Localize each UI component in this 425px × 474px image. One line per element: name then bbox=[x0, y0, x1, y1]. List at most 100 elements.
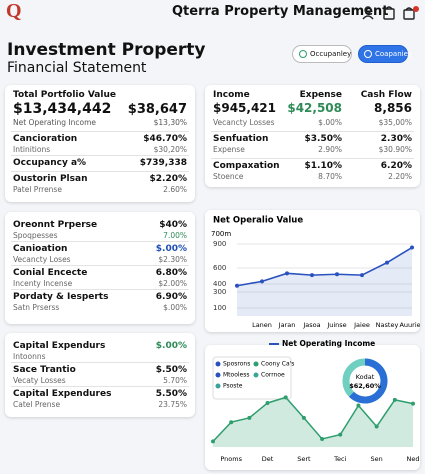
row-note: Intinitions bbox=[13, 145, 51, 154]
cart-icon[interactable] bbox=[403, 7, 415, 20]
data-point bbox=[247, 415, 252, 420]
data-point bbox=[392, 397, 397, 402]
separator bbox=[11, 289, 189, 290]
row-value: 5.50% bbox=[155, 389, 187, 399]
row-note: Patel Prrense bbox=[13, 185, 62, 194]
data-point bbox=[283, 395, 288, 400]
row-note: Vecancty Loses bbox=[13, 255, 71, 264]
company-button[interactable]: Coapaniey bbox=[358, 45, 412, 63]
x-tick-label: Sert bbox=[297, 455, 311, 463]
cell: Compaxation bbox=[213, 161, 280, 171]
y-axis-label: 700m bbox=[211, 230, 231, 238]
button-label: Coapaniey bbox=[375, 50, 413, 58]
column-header: Expense bbox=[299, 90, 342, 100]
data-point bbox=[338, 432, 343, 437]
data-point bbox=[260, 279, 264, 284]
row-note-value: $30,20% bbox=[153, 145, 187, 154]
data-point bbox=[374, 424, 379, 429]
row-label: Capital Expendurs bbox=[13, 341, 106, 351]
y-tick-label: 400 bbox=[213, 280, 226, 288]
x-tick-label: Jaiee bbox=[353, 321, 370, 329]
sub-value: $13,30% bbox=[153, 118, 187, 127]
cell: Expense bbox=[213, 145, 245, 154]
legend-label: Sposrons bbox=[223, 361, 250, 368]
row-value: $46.70% bbox=[143, 134, 187, 144]
legend-swatch bbox=[215, 372, 221, 378]
cell: 6.20% bbox=[380, 161, 412, 171]
row-value: $2.20% bbox=[149, 174, 188, 184]
legend-swatch bbox=[253, 372, 259, 378]
legend-label: Coony Ca's bbox=[261, 361, 294, 368]
x-tick-label: Jasoa bbox=[302, 321, 320, 329]
expenses-card: Oreonnt Prperse $40% Spoqpesses 7.00% Canioa… bbox=[5, 212, 195, 324]
row-value: $.00% bbox=[155, 341, 187, 351]
cell: Vecancty Losses bbox=[213, 118, 275, 127]
y-tick-label: 300 bbox=[213, 288, 226, 296]
data-point bbox=[411, 401, 415, 406]
logo: Q bbox=[6, 0, 22, 22]
line-chart-card: Net Operalio Value 700m 900 600 400 300 100 Lan… bbox=[205, 210, 425, 332]
cell: $1.10% bbox=[304, 161, 343, 171]
x-tick-label: Pnoms bbox=[220, 455, 242, 463]
data-point bbox=[360, 273, 364, 278]
row-note: Spoqpesses bbox=[13, 231, 58, 240]
cashflow-card: Income Expense Cash Flow $945,421 $42,508 8,8… bbox=[205, 85, 420, 187]
data-point bbox=[310, 273, 314, 278]
page-subtitle: Financial Statement bbox=[7, 60, 147, 76]
separator bbox=[11, 131, 189, 132]
cell: 2.30% bbox=[380, 134, 412, 144]
notification-badge bbox=[413, 6, 419, 12]
data-point bbox=[235, 283, 239, 288]
separator bbox=[11, 362, 189, 363]
series-line bbox=[212, 396, 414, 442]
legend-swatch bbox=[215, 383, 221, 389]
main-value: $945,421 bbox=[213, 101, 277, 115]
cell: $35,00% bbox=[378, 118, 412, 127]
data-point bbox=[285, 271, 289, 276]
y-tick-label: 900 bbox=[213, 240, 226, 248]
legend-swatch bbox=[253, 361, 259, 367]
separator bbox=[11, 155, 189, 156]
x-tick-label: Lanen bbox=[252, 321, 272, 329]
legend-label: Psoste bbox=[223, 383, 243, 390]
row-value: $739,338 bbox=[139, 158, 187, 168]
bag-icon[interactable] bbox=[383, 6, 395, 20]
data-point bbox=[335, 272, 339, 277]
row-label: Cancioration bbox=[13, 134, 78, 144]
row-note-value: $.00% bbox=[163, 303, 187, 312]
chart-title: Net Operating Income bbox=[282, 339, 375, 348]
y-tick-label: 600 bbox=[213, 264, 226, 272]
cell: 2.20% bbox=[388, 172, 412, 181]
x-tick-label: Juinse bbox=[326, 321, 346, 329]
cell: Senfuation bbox=[213, 134, 269, 144]
data-point bbox=[229, 420, 234, 425]
row-note: Incenty Incense bbox=[13, 279, 73, 288]
row-note-value: $2.30% bbox=[158, 255, 187, 264]
row-label: Canioation bbox=[13, 244, 68, 254]
row-value: $40% bbox=[159, 220, 187, 230]
row-label: Occupancy a% bbox=[13, 158, 87, 168]
profile-icon[interactable] bbox=[362, 6, 374, 20]
row-note: Vecaty Losses bbox=[13, 376, 66, 385]
separator bbox=[211, 158, 414, 159]
sub-label: Net Operating Income bbox=[13, 118, 97, 127]
row-value: $.00% bbox=[155, 244, 187, 254]
cell: $30.90% bbox=[378, 145, 412, 154]
donut-segment bbox=[348, 358, 388, 404]
header-icons bbox=[362, 6, 419, 20]
separator bbox=[11, 241, 189, 242]
data-point bbox=[211, 439, 215, 444]
occupancy-button[interactable]: Occupanley bbox=[292, 45, 352, 63]
summary-card: Total Portfolio Value $13,434,442 $38,647 N… bbox=[5, 85, 195, 202]
x-tick-label: Det bbox=[262, 455, 274, 463]
app-title: Qterra Property Management bbox=[172, 4, 389, 19]
data-point bbox=[385, 260, 389, 265]
area-chart: Net Operating Income Sposrons Coony Ca's Mt… bbox=[211, 339, 420, 463]
main-value: 8,856 bbox=[374, 101, 412, 115]
button-icon bbox=[364, 50, 372, 58]
row-note: Intoonns bbox=[13, 352, 46, 361]
legend-label: Corrnoe bbox=[261, 372, 285, 379]
legend-label: Mtooless bbox=[223, 372, 249, 379]
series-area bbox=[213, 397, 413, 447]
